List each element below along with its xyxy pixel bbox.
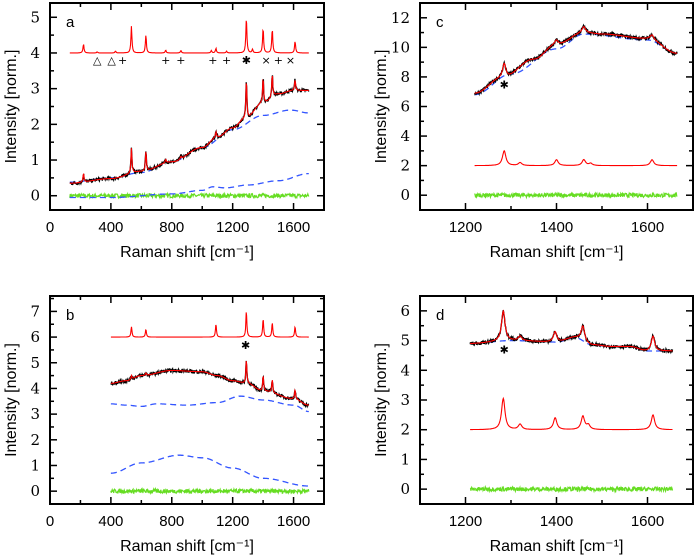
x-tick-label: 1600 <box>631 219 664 236</box>
y-tick-label: 3 <box>400 391 410 409</box>
plot-frame <box>49 295 325 505</box>
peak-marker: + <box>118 54 127 67</box>
y-tick-label: 4 <box>30 379 40 397</box>
plot-frame <box>419 295 694 505</box>
y-tick-label: 2 <box>30 115 40 133</box>
y-tick-label: 12 <box>391 9 410 27</box>
x-tick-label: 400 <box>98 513 123 530</box>
peak-marker: + <box>176 54 185 67</box>
peak-marker: ✱ <box>500 78 509 91</box>
x-tick-label: 1400 <box>540 513 573 530</box>
y-tick-label: 0 <box>400 186 410 204</box>
y-tick-label: 2 <box>400 421 410 439</box>
x-tick-label: 1600 <box>277 513 310 530</box>
panel-c: ✱ 1200 1400 1600 0 2 4 6 8 10 12 Raman shift [cm⁻¹]… <box>373 2 694 261</box>
peak-marker: + <box>161 54 170 67</box>
y-axis-label: Intensity [norm.] <box>3 50 20 164</box>
residual-line <box>110 486 310 496</box>
y-tick-label: 4 <box>400 127 410 145</box>
reference-spectrum-line <box>470 396 673 431</box>
y-tick-label: 4 <box>30 44 40 62</box>
y-tick-label: 1 <box>30 456 40 474</box>
y-tick-label: 5 <box>30 8 40 26</box>
peak-marker: × <box>262 54 271 67</box>
panel-d: ✱ 1200 1400 1600 0 1 2 3 4 5 6 Raman shift [cm⁻¹] In… <box>373 295 694 555</box>
y-tick-label: 5 <box>400 332 410 350</box>
residual-line <box>69 191 310 200</box>
y-tick-label: 4 <box>400 361 410 379</box>
peak-marker: ✱ <box>500 343 509 356</box>
x-tick-label: 400 <box>98 219 123 236</box>
y-tick-label: 6 <box>30 328 40 346</box>
peak-marker: ✱ <box>242 54 251 67</box>
x-axis-label: Raman shift [cm⁻¹] <box>120 244 254 261</box>
y-tick-label: 8 <box>400 68 410 86</box>
x-tick-label: 1200 <box>449 513 482 530</box>
reference-spectrum-line <box>110 312 309 338</box>
y-tick-label: 2 <box>400 157 410 175</box>
peak-marker: + <box>274 54 283 67</box>
x-tick-label: 1200 <box>216 513 249 530</box>
panel-label: b <box>66 307 74 324</box>
y-axis-label: Intensity [norm.] <box>373 50 390 164</box>
baseline-line-1 <box>69 109 309 183</box>
y-tick-label: 0 <box>30 482 40 500</box>
baseline-line-1 <box>110 395 309 413</box>
x-axis-label: Raman shift [cm⁻¹] <box>490 538 624 555</box>
y-tick-label: 3 <box>30 405 40 423</box>
y-tick-label: 0 <box>400 480 410 498</box>
peak-marker: △ <box>93 54 102 67</box>
y-tick-label: 7 <box>30 302 40 320</box>
x-tick-label: 0 <box>46 513 54 530</box>
y-tick-label: 10 <box>391 38 410 56</box>
y-tick-label: 2 <box>30 431 40 449</box>
y-tick-label: 1 <box>400 450 410 468</box>
peak-marker: × <box>286 54 295 67</box>
baseline-line-2 <box>110 454 309 487</box>
x-tick-label: 800 <box>159 219 184 236</box>
x-tick-label: 1400 <box>540 219 573 236</box>
x-tick-label: 1200 <box>449 219 482 236</box>
x-axis-label: Raman shift [cm⁻¹] <box>490 244 624 261</box>
peak-marker: + <box>208 54 217 67</box>
x-tick-label: 1600 <box>277 219 310 236</box>
y-tick-label: 3 <box>30 80 40 98</box>
residual-line <box>474 191 678 200</box>
fit-line <box>474 25 678 94</box>
y-axis-label: Intensity [norm.] <box>373 343 390 457</box>
reference-spectrum-line <box>474 149 678 167</box>
x-axis-label: Raman shift [cm⁻¹] <box>120 538 254 555</box>
fit-line <box>110 361 309 406</box>
x-tick-label: 1200 <box>216 219 249 236</box>
peak-marker: ✱ <box>241 339 250 352</box>
panel-b: ✱ 0 400 800 1200 1600 0 1 2 3 4 5 6 7 Raman shift [cm⁻… <box>3 295 325 555</box>
x-tick-label: 1600 <box>631 513 664 530</box>
measured-spectrum-line <box>110 360 310 409</box>
peak-marker: + <box>222 54 231 67</box>
reference-spectrum-line <box>69 20 309 54</box>
x-tick-label: 0 <box>46 219 54 236</box>
peak-marker: △ <box>107 54 116 67</box>
fit-line <box>470 309 673 352</box>
panel-label: a <box>66 14 75 31</box>
y-axis-label: Intensity [norm.] <box>3 343 20 457</box>
fit-line <box>69 75 309 184</box>
x-tick-label: 800 <box>159 513 184 530</box>
measured-spectrum-line <box>69 75 310 186</box>
y-tick-label: 0 <box>30 187 40 205</box>
panel-label: c <box>436 14 444 31</box>
residual-line <box>469 484 674 494</box>
y-tick-label: 6 <box>400 98 410 116</box>
panel-label: d <box>436 307 444 324</box>
y-tick-label: 6 <box>400 302 410 320</box>
y-tick-label: 5 <box>30 354 40 372</box>
baseline-line-2 <box>69 172 309 199</box>
y-tick-label: 1 <box>30 151 40 169</box>
